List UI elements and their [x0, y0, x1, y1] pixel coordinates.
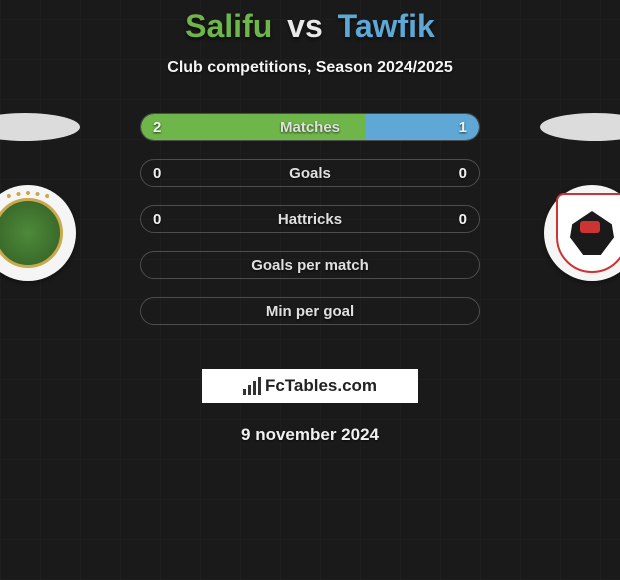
brand-watermark: FcTables.com — [202, 369, 418, 403]
player1-name: Salifu — [185, 8, 272, 44]
player1-shadow-icon — [0, 113, 80, 141]
stat-left-value: 0 — [153, 211, 161, 228]
stat-label: Goals per match — [251, 257, 369, 274]
player2-club-badge — [544, 185, 620, 281]
stat-row-matches: 2 Matches 1 — [140, 113, 480, 141]
brand-bars-icon — [243, 377, 261, 395]
player2-shadow-icon — [540, 113, 620, 141]
stat-label: Matches — [280, 119, 340, 136]
stat-left-value: 0 — [153, 165, 161, 182]
al-ittihad-badge-icon — [0, 198, 63, 268]
date-label: 9 november 2024 — [0, 425, 620, 445]
stat-row-hattricks: 0 Hattricks 0 — [140, 205, 480, 233]
stat-label: Min per goal — [266, 303, 354, 320]
stat-right-value: 0 — [459, 211, 467, 228]
player2-name: Tawfik — [338, 8, 435, 44]
stat-left-value: 2 — [153, 119, 161, 136]
comparison-title: Salifu vs Tawfik — [0, 0, 620, 45]
stats-area: 2 Matches 1 0 Goals 0 0 Hattricks 0 Goal… — [0, 113, 620, 353]
left-column — [20, 113, 140, 353]
eagle-icon — [570, 211, 614, 255]
stat-right-value: 0 — [459, 165, 467, 182]
stat-label: Hattricks — [278, 211, 342, 228]
stat-row-min-per-goal: Min per goal — [140, 297, 480, 325]
stat-rows: 2 Matches 1 0 Goals 0 0 Hattricks 0 Goal… — [140, 113, 480, 325]
vs-label: vs — [287, 8, 323, 44]
right-column — [480, 113, 600, 353]
subtitle: Club competitions, Season 2024/2025 — [0, 59, 620, 77]
stat-row-goals: 0 Goals 0 — [140, 159, 480, 187]
stat-right-value: 1 — [459, 119, 467, 136]
al-ahly-badge-icon — [556, 193, 620, 273]
brand-text: FcTables.com — [265, 376, 377, 396]
stat-label: Goals — [289, 165, 331, 182]
player1-club-badge — [0, 185, 76, 281]
stat-row-goals-per-match: Goals per match — [140, 251, 480, 279]
